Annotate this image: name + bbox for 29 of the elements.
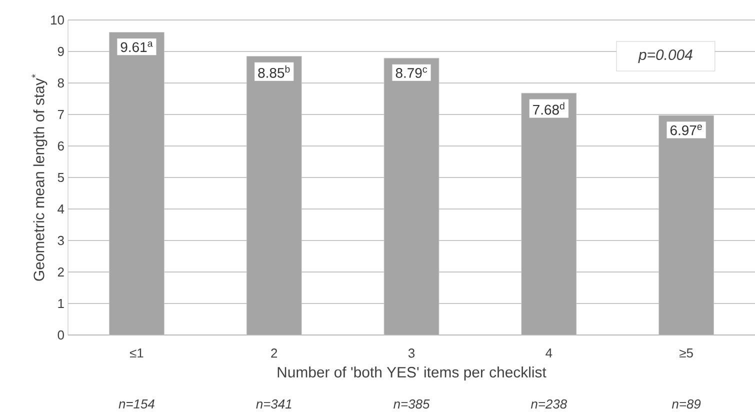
text: n=385 [394, 399, 430, 409]
y-tick-label: 0 [58, 330, 64, 340]
text: n=89 [672, 399, 701, 409]
y-tick-label: 2 [58, 267, 64, 277]
text: n=238 [530, 399, 568, 409]
y-axis-title: Geometric mean length of stay$^{*}$ [32, 74, 48, 281]
y-tick-label: 7 [58, 110, 64, 119]
data-label: 8.85$^{b}$ [258, 65, 290, 78]
y-tick-label: 9 [58, 46, 64, 56]
data-label: 9.61$^{a}$ [120, 41, 153, 52]
data-label: 7.68$^{d}$ [533, 102, 564, 115]
y-tick-label: 5 [58, 172, 64, 182]
y-tick-label: 1 [58, 299, 64, 308]
x-axis-title: Number of 'both YES' items per checklist [278, 366, 546, 380]
y-tick-label: 8 [58, 78, 64, 88]
x-tick-label: ≤1 [130, 348, 144, 358]
y-tick-label: 4 [58, 204, 64, 214]
text: n=154 [118, 399, 154, 409]
y-tick-label: 6 [58, 141, 64, 151]
x-tick-label: 2 [271, 348, 278, 358]
data-label: 6.97$^{e}$ [670, 124, 702, 136]
annotation: p=0.004 [638, 49, 692, 63]
y-tick-label: 10 [51, 15, 64, 25]
x-tick-label: 4 [546, 348, 552, 358]
x-tick-label: ≥5 [680, 348, 693, 358]
y-tick-label: 3 [58, 236, 64, 246]
x-tick-label: 3 [408, 348, 415, 358]
text: n=341 [256, 399, 292, 409]
data-label: 8.79$^{c}$ [396, 67, 428, 78]
